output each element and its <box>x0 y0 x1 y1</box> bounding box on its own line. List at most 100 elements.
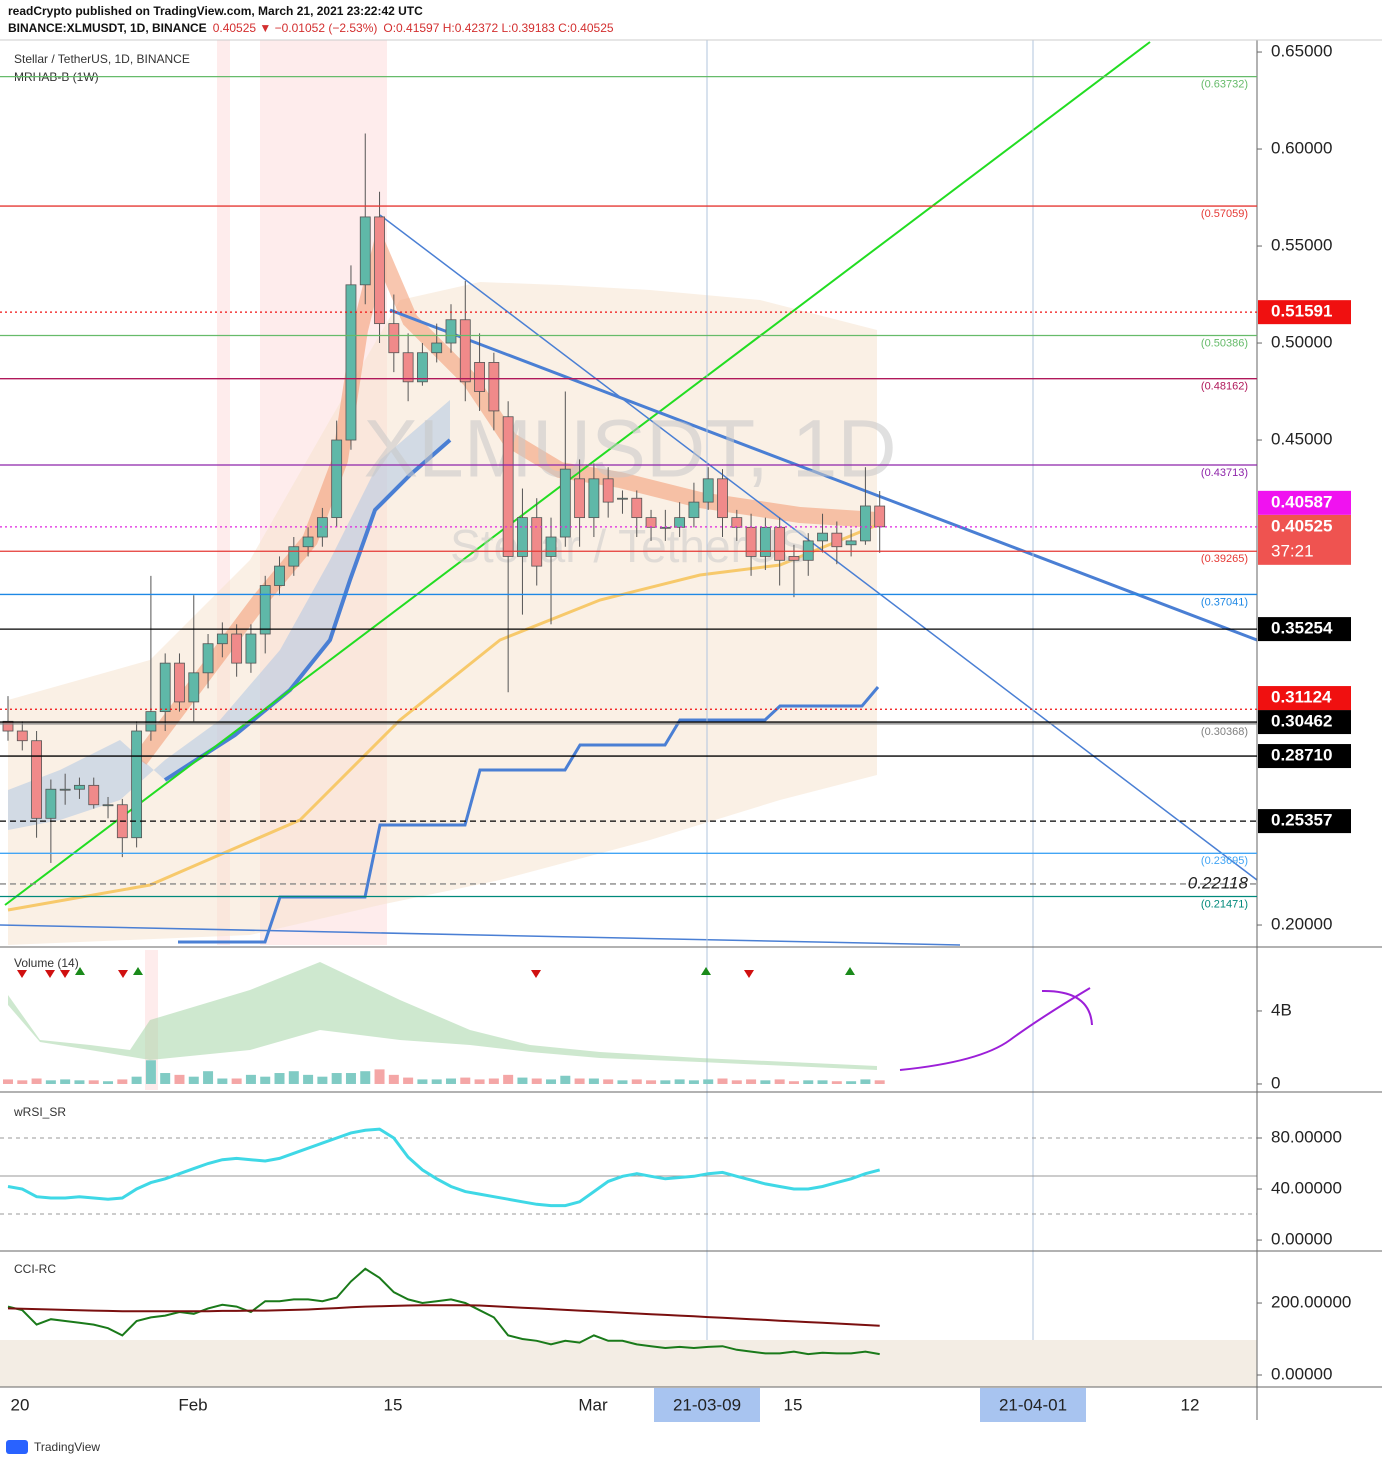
volume-bar <box>317 1076 328 1084</box>
volume-bar <box>31 1078 42 1084</box>
volume-bar <box>360 1071 371 1084</box>
publisher: readCrypto published on TradingView.com,… <box>8 4 423 18</box>
candle-body <box>2 720 14 732</box>
volume-bar <box>817 1080 828 1084</box>
panel-title: CCI-RC <box>14 1262 56 1276</box>
x-tick-label: Mar <box>578 1395 608 1414</box>
level-label: (0.48162) <box>1201 381 1248 393</box>
volume-bar <box>117 1079 128 1084</box>
candle-body <box>717 478 728 519</box>
volume-bar <box>217 1078 228 1084</box>
candle-body <box>817 532 828 542</box>
y-tick-label: 0.00000 <box>1271 1230 1332 1249</box>
level-label: (0.43713) <box>1201 467 1248 479</box>
symbol-line: BINANCE:XLMUSDT, 1D, BINANCE 0.40525 ▼ −0… <box>8 21 614 35</box>
volume-bar <box>860 1079 871 1084</box>
candle-body <box>74 784 85 790</box>
volume-bar <box>517 1077 528 1084</box>
cci-zone <box>0 1340 1257 1387</box>
candle-body <box>274 565 285 586</box>
price-label-box <box>1258 744 1351 769</box>
price-label: 0.31124 <box>1271 688 1332 707</box>
y-tick-label: 0.45000 <box>1271 430 1332 449</box>
candle-body <box>288 546 300 567</box>
level-label: 0.22118 <box>1188 873 1249 892</box>
candle-body <box>802 540 814 561</box>
price-label-box <box>1258 809 1351 834</box>
candle-body <box>574 478 585 519</box>
volume-bar <box>731 1080 742 1084</box>
volume-bar <box>831 1081 842 1084</box>
candle-body <box>459 319 471 383</box>
volume-bar <box>703 1079 714 1084</box>
countdown: 37:21 <box>1271 541 1314 560</box>
candle-body <box>159 662 171 713</box>
volume-bar <box>260 1076 271 1084</box>
price-label: 0.28710 <box>1271 746 1332 765</box>
volume-bar <box>231 1078 242 1084</box>
candle-body <box>674 517 686 528</box>
watermark: XLMUSDT, 1D <box>363 404 896 495</box>
volume-bar <box>445 1078 456 1084</box>
trend-line <box>379 214 1258 881</box>
volume-bar <box>245 1074 256 1084</box>
date-highlight <box>654 1388 760 1422</box>
volume-bar <box>460 1077 471 1084</box>
volume-bar <box>788 1081 799 1084</box>
price-label: 0.40525 <box>1271 516 1332 535</box>
volume-bar <box>646 1080 657 1084</box>
signal-arrows <box>17 970 754 978</box>
x-tick-label: 12 <box>1181 1395 1200 1414</box>
candle-body <box>417 352 428 383</box>
candle-body <box>231 633 243 664</box>
volume-bar <box>288 1071 299 1084</box>
volume-bar <box>503 1074 514 1084</box>
price-label-box <box>1258 514 1351 565</box>
candle-body <box>131 730 143 839</box>
volume-bar <box>74 1080 85 1084</box>
y-tick-label: 0 <box>1271 1073 1280 1092</box>
indicator-line <box>7 1304 880 1327</box>
footer: TradingView <box>34 1440 100 1454</box>
candle-body <box>259 585 271 635</box>
price-label: 0.35254 <box>1271 619 1333 638</box>
volume-bar <box>474 1079 485 1084</box>
candle-body <box>845 540 857 546</box>
trend-line <box>4 41 1151 906</box>
price-label-box <box>1258 490 1351 515</box>
candle-body <box>617 497 628 500</box>
y-tick-label: 200.00000 <box>1271 1293 1351 1312</box>
volume-bar <box>588 1078 599 1084</box>
candle-body <box>245 633 257 664</box>
volume-bar <box>131 1076 142 1084</box>
candle-body <box>145 711 157 732</box>
candle-body <box>174 662 185 703</box>
volume-bar <box>688 1080 699 1084</box>
volume-bar <box>488 1078 499 1084</box>
date-highlight <box>980 1388 1086 1422</box>
y-tick-label: 40.00000 <box>1271 1179 1342 1198</box>
volume-bar <box>203 1071 214 1084</box>
candle-body <box>474 362 485 392</box>
volume-bar <box>403 1077 414 1084</box>
volume-bar <box>803 1080 814 1084</box>
level-label: (0.21471) <box>1201 898 1248 910</box>
candle-body <box>202 643 214 674</box>
candle-body <box>545 536 557 557</box>
overlays <box>0 40 1258 1387</box>
candle-body <box>431 342 443 354</box>
volume-bar <box>574 1078 585 1084</box>
candle-body <box>645 517 657 528</box>
symbol: BINANCE:XLMUSDT, 1D, BINANCE <box>8 21 207 35</box>
band <box>8 400 450 830</box>
ohlc: O:0.41597 H:0.42372 L:0.39183 C:0.40525 <box>383 21 614 35</box>
volume-bar <box>631 1079 642 1084</box>
hand-drawing <box>899 987 1093 1071</box>
volume-bar <box>746 1079 757 1084</box>
volume-bar <box>145 1060 156 1084</box>
volume-bar <box>160 1073 171 1084</box>
candle-body <box>45 788 57 819</box>
candle-body <box>559 468 571 538</box>
trend-line <box>0 924 961 946</box>
candle-body <box>702 478 714 503</box>
